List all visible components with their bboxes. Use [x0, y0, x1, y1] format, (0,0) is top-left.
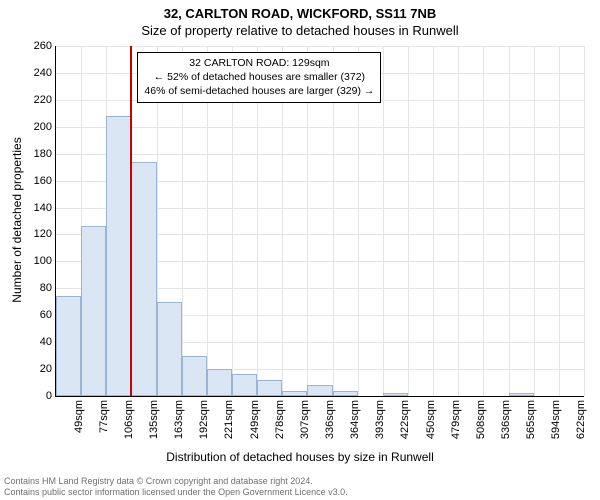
histogram-bar	[509, 393, 534, 396]
x-tick: 336sqm	[324, 400, 336, 439]
histogram-bar	[56, 296, 81, 396]
gridline-v	[458, 46, 459, 396]
gridline-v	[408, 46, 409, 396]
y-tick: 100	[34, 255, 52, 267]
y-tick: 20	[40, 363, 52, 375]
y-tick: 80	[40, 282, 52, 294]
x-tick: 622sqm	[575, 400, 587, 439]
histogram-bar	[106, 116, 131, 396]
plot-region: 02040608010012014016018020022024026049sq…	[55, 46, 584, 397]
y-tick: 160	[34, 175, 52, 187]
gridline-h	[56, 46, 584, 47]
histogram-bar	[333, 391, 358, 396]
x-tick: 135sqm	[148, 400, 160, 439]
y-axis-label: Number of detached properties	[10, 137, 24, 302]
x-tick: 364sqm	[349, 400, 361, 439]
histogram-bar	[307, 385, 332, 396]
x-tick: 249sqm	[249, 400, 261, 439]
gridline-v	[433, 46, 434, 396]
callout-line: 46% of semi-detached houses are larger (…	[144, 84, 374, 98]
x-tick: 565sqm	[525, 400, 537, 439]
chart-area: 02040608010012014016018020022024026049sq…	[55, 46, 583, 396]
x-tick: 163sqm	[173, 400, 185, 439]
y-tick: 40	[40, 336, 52, 348]
property-marker-line	[130, 46, 132, 396]
y-tick: 260	[34, 40, 52, 52]
footer-line-1: Contains HM Land Registry data © Crown c…	[4, 476, 596, 487]
x-axis-label: Distribution of detached houses by size …	[0, 450, 600, 464]
gridline-v	[559, 46, 560, 396]
histogram-bar	[282, 391, 307, 396]
histogram-bar	[207, 369, 232, 396]
y-tick: 220	[34, 94, 52, 106]
x-tick: 393sqm	[374, 400, 386, 439]
gridline-h	[56, 154, 584, 155]
x-tick: 278sqm	[274, 400, 286, 439]
gridline-v	[383, 46, 384, 396]
histogram-bar	[157, 302, 182, 396]
x-tick: 594sqm	[550, 400, 562, 439]
callout-box: 32 CARLTON ROAD: 129sqm← 52% of detached…	[137, 52, 381, 103]
x-tick: 192sqm	[198, 400, 210, 439]
gridline-v	[483, 46, 484, 396]
histogram-bar	[257, 380, 282, 396]
gridline-v	[534, 46, 535, 396]
y-tick: 240	[34, 67, 52, 79]
histogram-bar	[232, 374, 257, 396]
x-tick: 307sqm	[299, 400, 311, 439]
x-tick: 221sqm	[223, 400, 235, 439]
gridline-v	[584, 46, 585, 396]
x-tick: 49sqm	[73, 400, 85, 433]
y-tick: 200	[34, 121, 52, 133]
y-tick: 180	[34, 148, 52, 160]
footer: Contains HM Land Registry data © Crown c…	[4, 476, 596, 498]
x-tick: 450sqm	[425, 400, 437, 439]
histogram-bar	[81, 226, 106, 396]
page-title: 32, CARLTON ROAD, WICKFORD, SS11 7NB	[0, 0, 600, 21]
histogram-bar	[182, 356, 207, 396]
y-tick: 140	[34, 202, 52, 214]
callout-line: ← 52% of detached houses are smaller (37…	[144, 70, 374, 84]
page-subtitle: Size of property relative to detached ho…	[0, 21, 600, 38]
histogram-bar	[131, 162, 156, 396]
footer-line-2: Contains public sector information licen…	[4, 487, 596, 498]
x-tick: 77sqm	[98, 400, 110, 433]
x-tick: 106sqm	[123, 400, 135, 439]
gridline-v	[509, 46, 510, 396]
chart-container: 32, CARLTON ROAD, WICKFORD, SS11 7NB Siz…	[0, 0, 600, 500]
y-tick: 0	[46, 390, 52, 402]
y-tick: 60	[40, 309, 52, 321]
x-tick: 422sqm	[399, 400, 411, 439]
gridline-h	[56, 127, 584, 128]
x-tick: 508sqm	[475, 400, 487, 439]
y-tick: 120	[34, 228, 52, 240]
x-tick: 479sqm	[450, 400, 462, 439]
histogram-bar	[383, 393, 408, 396]
x-tick: 536sqm	[500, 400, 512, 439]
callout-line: 32 CARLTON ROAD: 129sqm	[144, 56, 374, 70]
